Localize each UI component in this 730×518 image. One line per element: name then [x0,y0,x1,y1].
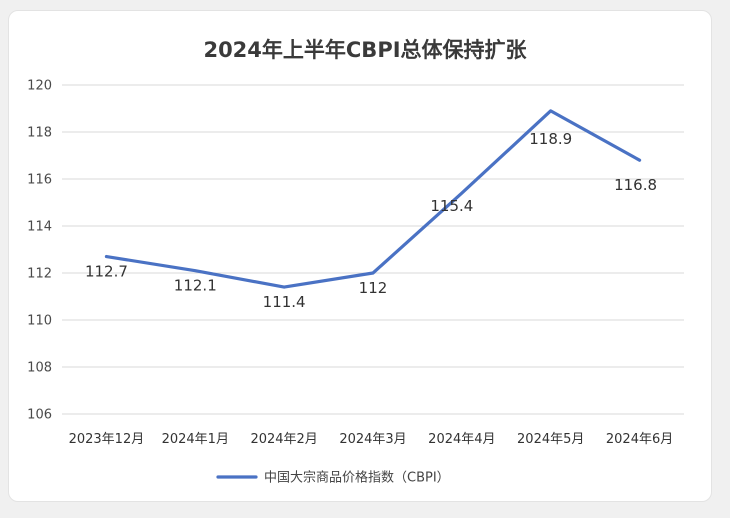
x-tick-label: 2024年5月 [517,432,584,447]
y-tick-label: 106 [27,408,52,423]
y-tick-label: 118 [27,126,52,141]
x-tick-label: 2024年6月 [606,432,673,447]
y-tick-label: 112 [27,267,52,282]
data-label: 111.4 [263,293,306,311]
y-tick-label: 116 [27,173,52,188]
chart-title: 2024年上半年CBPI总体保持扩张 [203,38,527,62]
y-tick-label: 110 [27,314,52,329]
x-tick-label: 2024年2月 [250,432,317,447]
x-tick-label: 2024年1月 [162,432,229,447]
x-tick-label: 2024年4月 [428,432,495,447]
x-tick-label: 2024年3月 [339,432,406,447]
data-label: 116.8 [614,176,657,194]
y-tick-label: 114 [27,220,52,235]
data-label: 112 [359,279,388,297]
y-tick-label: 108 [27,361,52,376]
x-tick-label: 2023年12月 [69,432,145,447]
y-tick-label: 120 [27,79,52,94]
chart-card [8,10,712,502]
data-label: 118.9 [529,130,572,148]
data-label: 112.7 [85,263,128,281]
legend-label: 中国大宗商品价格指数（CBPI） [264,470,450,486]
series-line [104,109,642,289]
data-label: 115.4 [430,197,473,215]
data-label: 112.1 [174,277,217,295]
